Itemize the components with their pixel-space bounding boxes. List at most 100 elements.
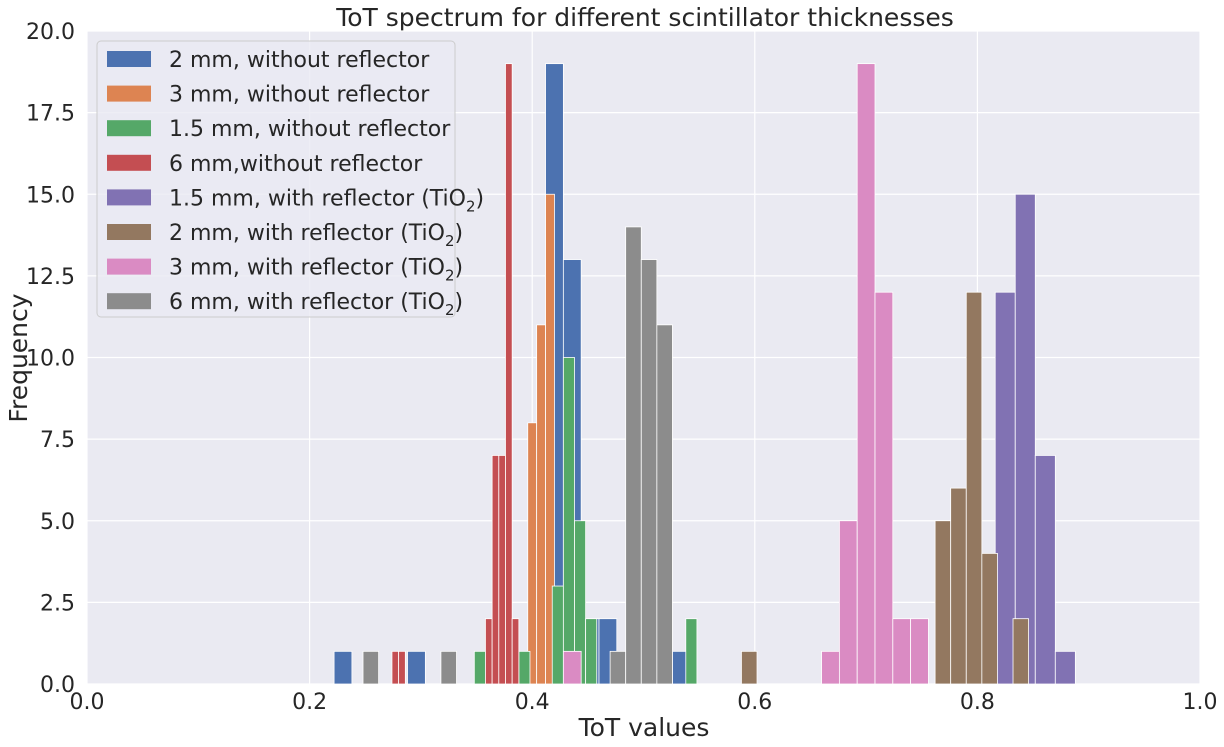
histogram-bar: [491, 455, 500, 685]
x-axis-title: ToT values: [578, 713, 710, 742]
legend-swatch: [107, 120, 151, 137]
y-tick-label: 17.5: [26, 102, 75, 127]
histogram-bar: [407, 650, 426, 685]
histogram-bar: [527, 422, 538, 685]
histogram-bar: [551, 585, 564, 685]
x-tick-label: 0.2: [292, 690, 327, 715]
legend-close-paren: ): [455, 221, 464, 246]
x-tick-label: 0.6: [737, 690, 772, 715]
histogram-bar: [609, 650, 627, 685]
histogram-bar: [585, 618, 598, 685]
histogram-bar: [625, 226, 642, 685]
series-6: [562, 63, 929, 685]
histogram-bar: [838, 520, 858, 685]
histogram-bar: [505, 63, 513, 685]
histogram-bar: [1014, 193, 1036, 685]
legend-swatch: [107, 189, 151, 206]
histogram-bar: [518, 650, 531, 685]
y-axis-ticks: 0.0 2.5 5.0 7.5 10.0 12.5 15.0 17.5 20.0: [26, 20, 75, 698]
histogram-bar: [440, 650, 457, 685]
histogram-bars: [333, 63, 1076, 685]
legend-swatch: [107, 224, 151, 240]
legend-subscript: 2: [445, 232, 455, 250]
histogram-bar: [545, 193, 555, 685]
legend-swatch: [107, 293, 151, 310]
x-tick-label: 0.0: [70, 690, 105, 715]
histogram-bar: [950, 487, 967, 685]
histogram-bar: [398, 650, 406, 685]
histogram-bar: [562, 357, 575, 685]
histogram-bar: [485, 618, 493, 685]
legend-box: [96, 40, 456, 318]
legend-label: 2 mm, without reflector: [169, 48, 430, 73]
histogram-bar: [934, 520, 952, 685]
x-tick-label: 0.4: [515, 690, 550, 715]
legend-close-paren: ): [476, 186, 485, 211]
histogram-bar: [536, 324, 546, 685]
legend-label-text: 2 mm, with reflector (TiO: [169, 221, 445, 246]
legend-label: 1.5 mm, without reflector: [169, 117, 451, 142]
y-tick-label: 2.5: [40, 591, 75, 616]
legend-label-text: 6 mm,without reflector: [169, 152, 423, 177]
histogram-bar: [656, 324, 673, 685]
legend-swatch: [107, 85, 151, 102]
histogram-bar: [1034, 455, 1056, 685]
histogram-bar: [473, 650, 486, 685]
histogram-bar: [994, 291, 1016, 685]
legend-label: 3 mm, with reflector (TiO2): [169, 256, 463, 285]
histogram-bar: [1012, 618, 1029, 685]
legend-swatch: [107, 258, 151, 275]
x-tick-label: 0.8: [960, 690, 995, 715]
series-5: [741, 291, 1029, 685]
series-4: [994, 193, 1076, 685]
histogram-bar: [685, 618, 698, 685]
legend-swatch: [107, 51, 151, 67]
x-tick-label: 1.0: [1183, 690, 1218, 715]
chart-title: ToT spectrum for different scintillator …: [335, 3, 954, 32]
histogram-bar: [333, 650, 353, 685]
legend-label: 6 mm, with reflector (TiO2): [169, 290, 463, 319]
histogram-bar: [821, 650, 840, 685]
histogram-bar: [965, 291, 983, 685]
series-2: [473, 357, 698, 685]
legend-label: 1.5 mm, with reflector (TiO2): [169, 186, 484, 215]
legend-label: 3 mm, without reflector: [169, 83, 430, 108]
histogram-bar: [362, 650, 380, 685]
legend-label-text: 3 mm, with reflector (TiO: [169, 256, 445, 281]
legend-subscript: 2: [466, 197, 476, 215]
legend-close-paren: ): [455, 290, 464, 315]
y-tick-label: 5.0: [40, 510, 75, 535]
legend-label-text: 1.5 mm, with reflector (TiO: [169, 186, 466, 211]
histogram-bar: [741, 650, 758, 685]
y-tick-label: 0.0: [40, 673, 75, 698]
legend-subscript: 2: [445, 301, 455, 319]
legend-subscript: 2: [445, 267, 455, 285]
legend-close-paren: ): [455, 256, 464, 281]
histogram-bar: [1054, 650, 1076, 685]
histogram-bar: [498, 455, 506, 685]
y-axis-title: Frequency: [4, 293, 33, 422]
histogram-bar: [391, 650, 400, 685]
legend-swatch: [107, 154, 151, 171]
histogram-bar: [511, 618, 520, 685]
legend-label-text: 3 mm, without reflector: [169, 83, 430, 108]
histogram-bar: [981, 553, 998, 685]
series-3: [391, 63, 520, 685]
histogram-bar: [874, 291, 894, 685]
histogram-bar: [910, 618, 929, 685]
legend-label: 2 mm, with reflector (TiO2): [169, 221, 463, 250]
y-tick-label: 12.5: [26, 265, 75, 290]
x-axis-ticks: 0.0 0.2 0.4 0.6 0.8 1.0: [70, 690, 1218, 715]
y-tick-label: 7.5: [40, 428, 75, 453]
y-tick-label: 20.0: [26, 20, 75, 45]
legend: 2 mm, without reflector 3 mm, without ref…: [96, 40, 484, 319]
legend-label-text: 1.5 mm, without reflector: [169, 117, 451, 142]
histogram-bar: [892, 618, 912, 685]
legend-label: 6 mm,without reflector: [169, 152, 423, 177]
y-tick-label: 10.0: [26, 347, 75, 372]
legend-label-text: 2 mm, without reflector: [169, 48, 430, 73]
y-tick-label: 15.0: [26, 183, 75, 208]
histogram-bar: [640, 259, 658, 685]
histogram-bar: [562, 650, 582, 685]
